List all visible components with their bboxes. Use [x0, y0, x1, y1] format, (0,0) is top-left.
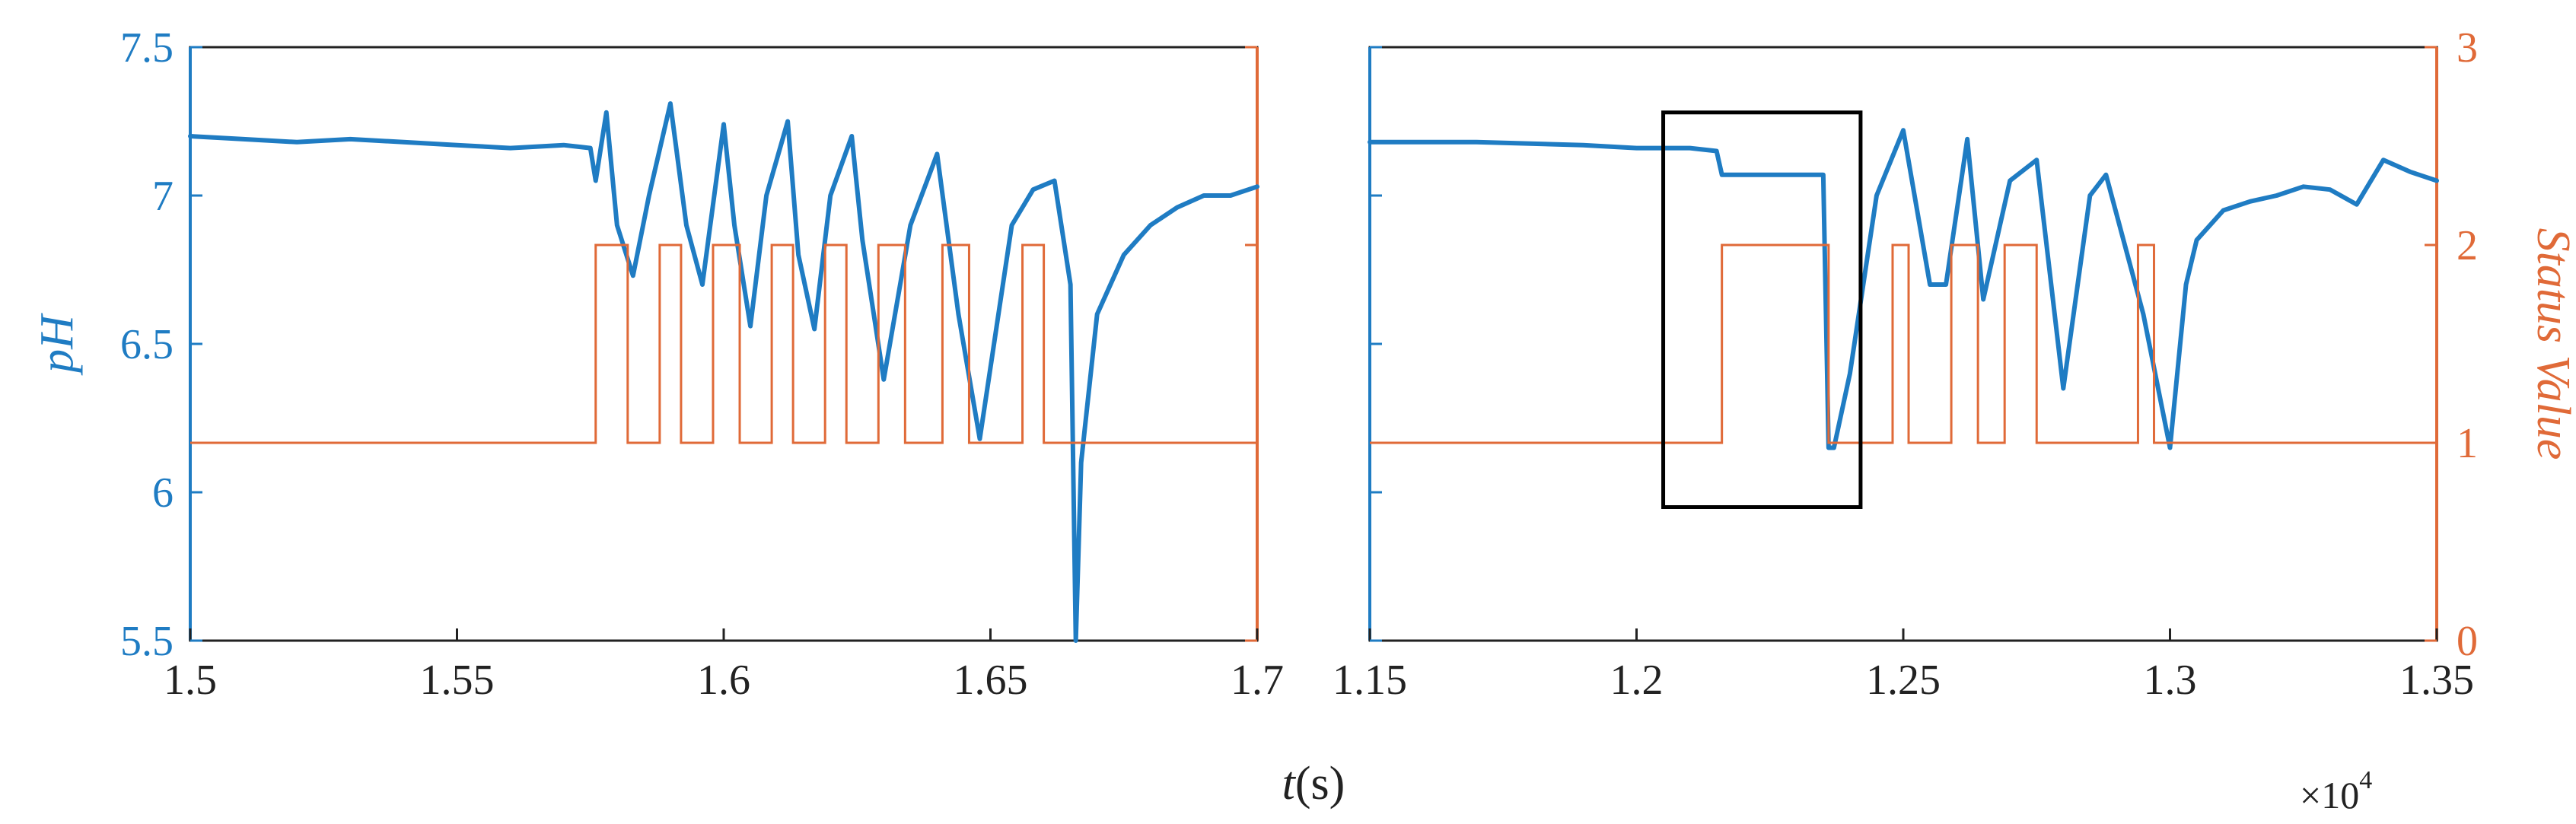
- right-x-tick-label: 1.15: [1333, 657, 1407, 704]
- y-axis-label-right: Status Value: [2527, 228, 2576, 460]
- left-x-tick-label: 1.65: [954, 657, 1028, 704]
- x-axis-label: t(s): [1282, 758, 1345, 810]
- right-x-tick-label: 1.3: [2144, 657, 2197, 704]
- x-axis-multiplier-exponent: 4: [2359, 766, 2372, 794]
- left-y-tick-label: 6: [152, 469, 174, 517]
- left-x-tick-label: 1.7: [1231, 657, 1284, 704]
- left-y-tick-label: 7.5: [120, 24, 174, 72]
- right-x-tick-label: 1.2: [1610, 657, 1664, 704]
- left-x-tick-label: 1.55: [420, 657, 495, 704]
- left-y-tick-label: 5.5: [120, 618, 174, 665]
- right-ph-series-line: [1368, 128, 2439, 450]
- left-ph-series-line: [188, 101, 1259, 643]
- x-axis-label-symbol: t: [1282, 758, 1297, 810]
- right-y2-tick-label: 2: [2457, 222, 2478, 269]
- left-status-series-line: [190, 243, 1257, 444]
- y-axis-label-left: pH: [31, 313, 83, 376]
- x-axis-label-unit: (s): [1295, 758, 1345, 810]
- right-x-tick-label: 1.25: [1866, 657, 1941, 704]
- x-axis-multiplier: ×104: [2300, 766, 2372, 816]
- right-y2-tick-label: 3: [2457, 24, 2478, 72]
- right-panel: 1.15 1.2 1.25 1.3 1.350 1 2 3: [1333, 24, 2478, 704]
- left-panel: 1.5 1.55 1.6 1.65 1.7 5.5 6 6.5 7 7.5: [120, 24, 1284, 704]
- left-y-tick-label: 6.5: [120, 321, 174, 368]
- right-y2-tick-label: 1: [2457, 420, 2478, 467]
- right-y2-tick-label: 0: [2457, 618, 2478, 665]
- right-status-series-line: [1370, 243, 2437, 444]
- right-highlight-box: [1661, 110, 1863, 510]
- right-x-tick-label: 1.35: [2399, 657, 2474, 704]
- left-y-tick-label: 7: [152, 173, 174, 220]
- left-x-tick-label: 1.5: [164, 657, 217, 704]
- left-x-tick-label: 1.6: [697, 657, 750, 704]
- x-axis-multiplier-base: ×10: [2300, 774, 2359, 816]
